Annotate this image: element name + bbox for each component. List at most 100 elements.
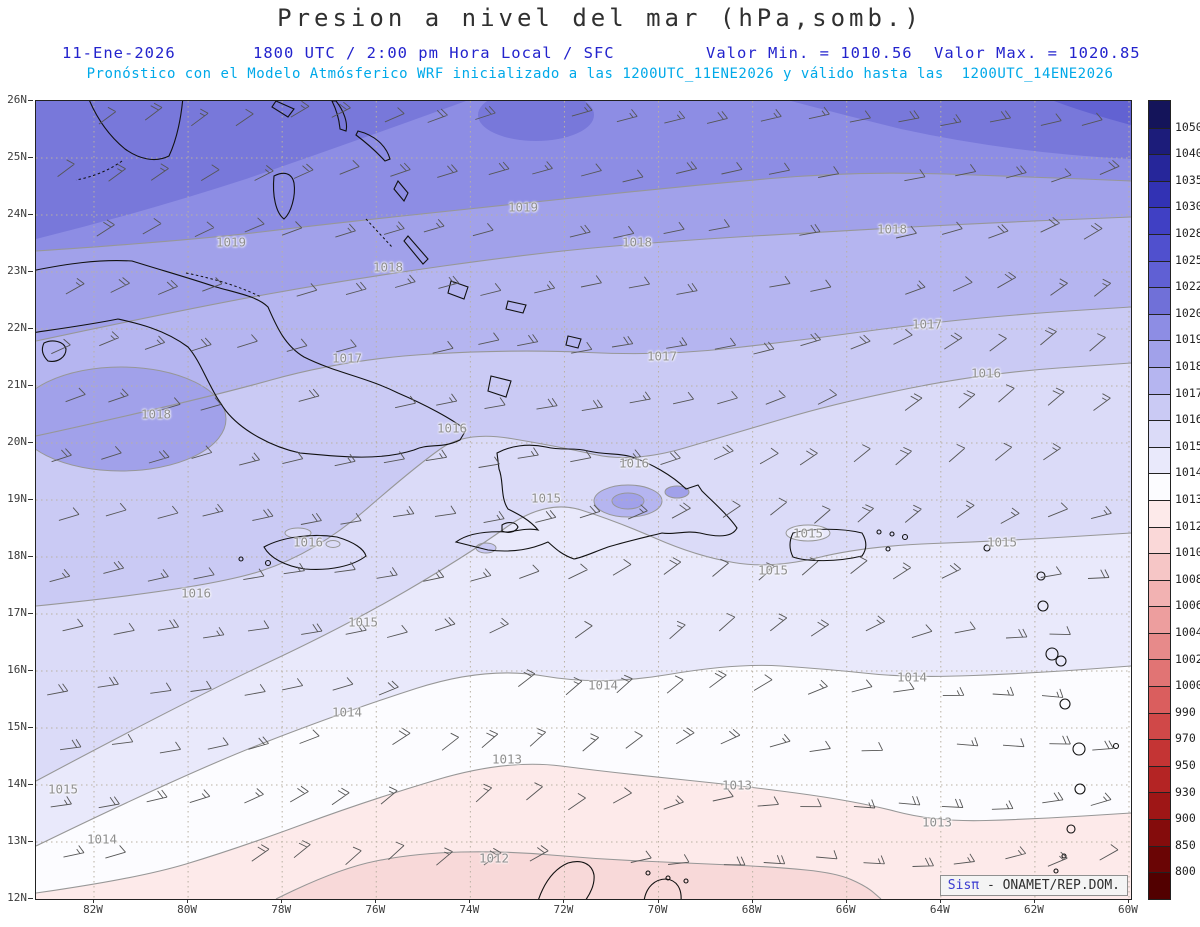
coastline-antigua <box>1037 600 1049 612</box>
colorbar-label: 1016 <box>1175 412 1200 427</box>
colorbar-label: 930 <box>1175 784 1196 799</box>
coastline-martinique <box>1072 742 1086 756</box>
colorbar-label: 900 <box>1175 811 1196 826</box>
lat-label: 15N <box>7 720 27 733</box>
run-time: 1800 UTC / 2:00 pm Hora Local / SFC <box>253 44 615 62</box>
coastline-guadeloupe-1 <box>1045 647 1059 661</box>
lat-label: 26N <box>7 93 27 106</box>
colorbar-label: 1012 <box>1175 518 1200 533</box>
coastline-florida <box>89 101 184 161</box>
colorbar-segment <box>1149 340 1170 367</box>
longitude-axis: 82W 80W 78W 76W 74W 72W 70W 68W 66W 64W 62W 60W <box>35 899 1138 921</box>
coastline-puerto-rico <box>789 528 867 562</box>
colorbar-label: 1018 <box>1175 359 1200 373</box>
colorbar-segment <box>1149 154 1170 181</box>
lat-label: 16N <box>7 663 27 676</box>
lat-label: 25N <box>7 150 27 163</box>
coastline-virgin-islands-2 <box>889 531 895 537</box>
coastline-curacao <box>665 875 671 881</box>
colorbar-segment <box>1149 233 1170 261</box>
lat-tick <box>28 385 33 386</box>
colorbar-label: 1015 <box>1175 438 1200 453</box>
coastline-layer <box>36 101 1120 899</box>
cuba-cell-east <box>325 540 341 548</box>
coastline-cuba <box>36 260 467 458</box>
contour-lines-layer <box>36 172 1131 899</box>
colorbar-label: 800 <box>1175 864 1196 879</box>
colorbar-segment <box>1149 260 1170 288</box>
pressure-field-svg <box>36 101 1131 899</box>
lon-tick <box>939 899 941 903</box>
run-date: 11-Ene-2026 <box>62 44 176 62</box>
colorbar-segment <box>1149 526 1170 554</box>
coastline-barbados <box>1112 742 1120 750</box>
lat-tick <box>28 442 33 443</box>
colorbar-label: 1020 <box>1175 305 1200 320</box>
colorbar-label: 1030 <box>1175 199 1200 214</box>
lon-tick <box>375 899 377 903</box>
coastline-barbuda <box>1036 571 1046 581</box>
lat-tick <box>28 727 33 728</box>
colorbar-label: 1000 <box>1175 678 1200 693</box>
colorbar-label: 1002 <box>1175 651 1200 666</box>
lon-tick <box>1033 899 1035 903</box>
lon-label: 64W <box>929 903 950 916</box>
coastline-isla-juventud <box>41 340 67 362</box>
forecast-line: Pronóstico con el Modelo Atmósferico WRF… <box>86 66 1114 82</box>
colorbar-segment <box>1149 819 1170 846</box>
colorbar-segment <box>1149 765 1170 793</box>
lon-label: 70W <box>647 903 668 916</box>
lon-label: 76W <box>365 903 386 916</box>
colorbar-segment <box>1149 499 1170 527</box>
lat-tick <box>28 670 33 671</box>
coastline-virgin-islands-1 <box>876 529 882 535</box>
value-min: Valor Min. = 1010.56 <box>706 44 913 62</box>
coastline-cat-island <box>393 180 409 202</box>
coastline-grenadines-1 <box>1061 853 1067 859</box>
lon-tick <box>93 899 94 903</box>
colorbar-label: 850 <box>1175 837 1196 852</box>
coastline-eleuthera <box>355 130 391 162</box>
colorbar-segment <box>1149 712 1170 740</box>
colorbar-segment <box>1149 446 1170 474</box>
colorbar-labels: 1050 1040 1035 1030 1028 1025 1022 1020 1019 1018… <box>1175 100 1200 898</box>
lon-tick <box>657 899 659 903</box>
colorbar-segment <box>1149 473 1170 500</box>
map-canvas: 1019 1019 1018 1018 1018 1018 1017 1017 1017 1016… <box>35 100 1132 900</box>
lon-tick <box>751 899 753 903</box>
colorbar-label: 950 <box>1175 758 1196 772</box>
lat-tick <box>28 100 33 101</box>
colorbar-label: 1017 <box>1175 385 1200 400</box>
coastline-st-lucia <box>1074 783 1086 795</box>
coastline-cayman-1 <box>238 556 244 562</box>
lon-label: 80W <box>177 903 198 916</box>
lon-tick <box>845 899 847 903</box>
watermark-organization: ONAMET/REP.DOM. <box>1002 878 1120 893</box>
coastline-dominica <box>1059 698 1071 710</box>
coastline-exuma-cays <box>365 218 393 248</box>
coastline-inagua <box>487 375 512 398</box>
colorbar-segment <box>1149 579 1170 607</box>
lat-label: 24N <box>7 207 27 220</box>
lon-label: 74W <box>459 903 480 916</box>
colorbar-label: 1035 <box>1175 172 1200 187</box>
run-info-line: 11-Ene-2026 1800 UTC / 2:00 pm Hora Loca… <box>0 44 1200 64</box>
coastline-st-vincent <box>1066 824 1076 834</box>
colorbar-segment <box>1149 553 1170 580</box>
hispaniola-blob-inner <box>611 492 645 510</box>
colorbar-label: 990 <box>1175 704 1196 719</box>
lat-tick <box>28 157 33 158</box>
colorbar-segment <box>1149 287 1170 314</box>
lat-label: 23N <box>7 264 27 277</box>
page-title: Presion a nivel del mar (hPa,somb.) <box>277 4 923 32</box>
coastline-virgin-islands-3 <box>901 533 909 541</box>
colorbar-segment <box>1149 393 1170 421</box>
colorbar-segment <box>1149 792 1170 820</box>
lon-tick <box>563 899 565 903</box>
colorbar-segment <box>1149 180 1170 208</box>
colorbar-label: 1014 <box>1175 465 1200 480</box>
colorbar-segment <box>1149 845 1170 873</box>
colorbar-label: 1028 <box>1175 226 1200 240</box>
colorbar-segment <box>1149 127 1170 155</box>
